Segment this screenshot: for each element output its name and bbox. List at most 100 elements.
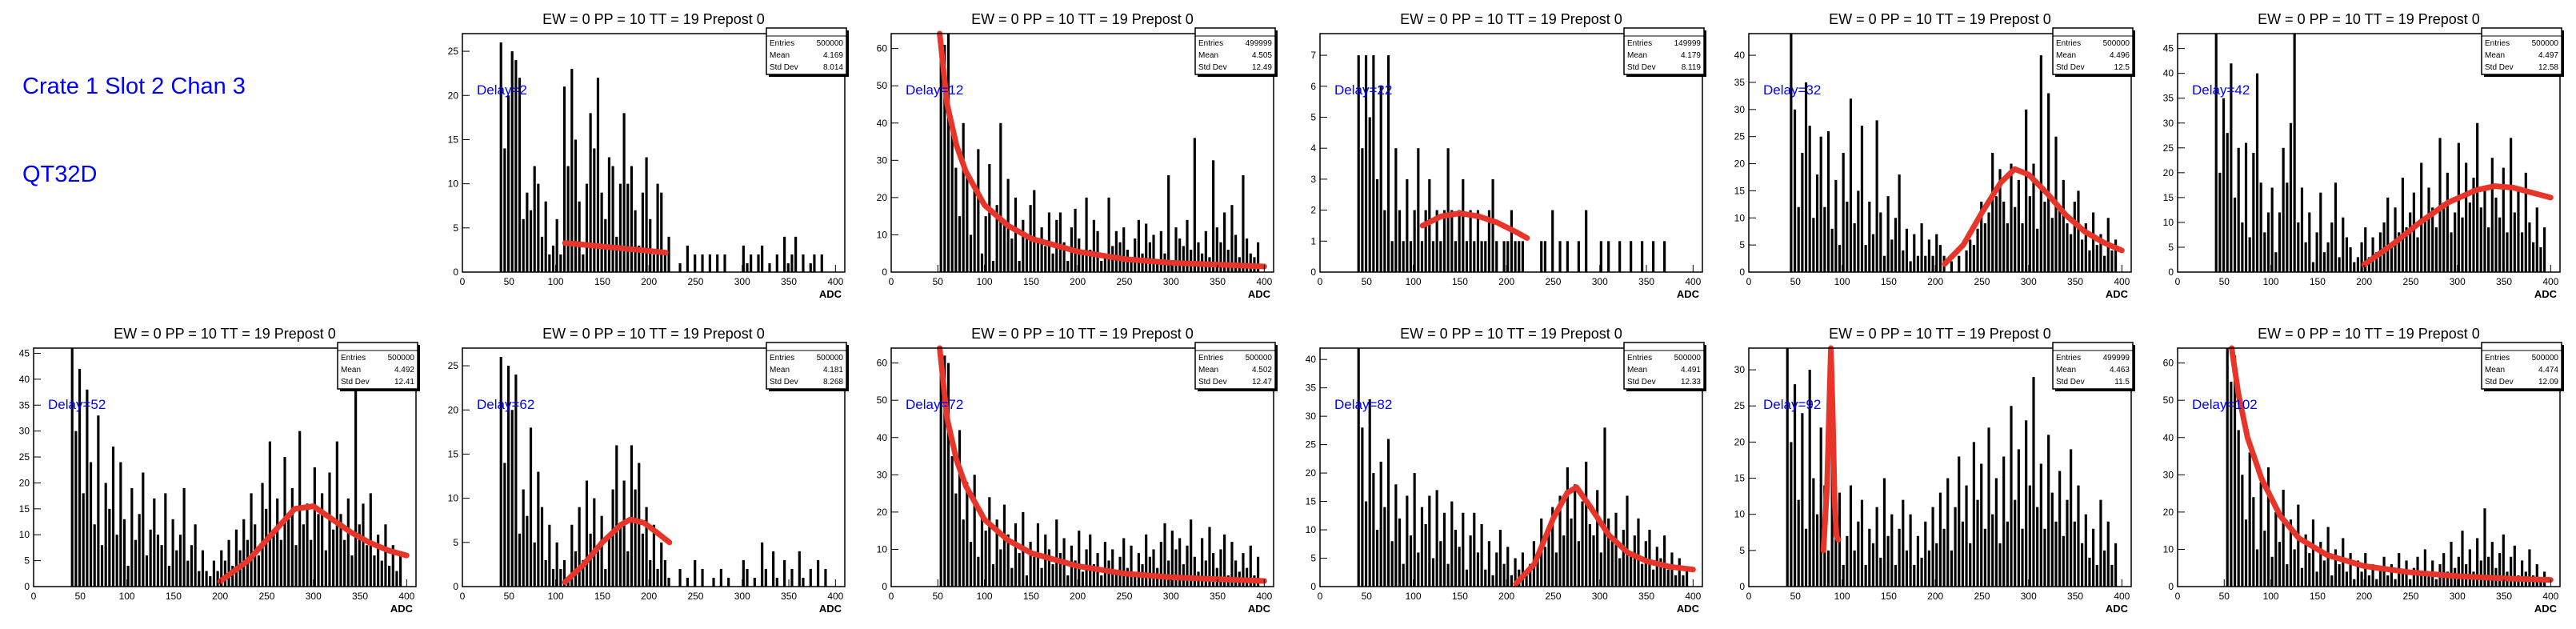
histogram-bar (1450, 501, 1454, 587)
x-tick-label: 150 (1452, 591, 1468, 602)
y-tick-label: 40 (1306, 354, 1317, 365)
stats-value: 500000 (817, 354, 844, 363)
histogram-bar (1987, 212, 1990, 272)
x-tick-label: 150 (2310, 591, 2326, 602)
histogram-bar (2002, 456, 2006, 587)
histogram-bar (1375, 178, 1379, 272)
chart-title: EW = 0 PP = 10 TT = 19 Prepost 0 (1400, 11, 1622, 27)
y-tick-label: 15 (448, 134, 459, 145)
histogram-bar (1585, 461, 1588, 587)
histogram-bar (2423, 217, 2426, 272)
histogram-bar (2237, 147, 2240, 272)
histogram-bar (1641, 241, 1644, 272)
histogram-bar (2070, 449, 2073, 587)
histogram-bar (1029, 542, 1032, 587)
histogram-bar (652, 254, 655, 272)
plot-frame (1748, 33, 2132, 273)
y-tick-label: 50 (877, 395, 888, 406)
histogram-bar (1536, 558, 1539, 587)
histogram-bar (2446, 571, 2449, 587)
stats-label: Std Dev (770, 63, 798, 72)
histogram-bar (1137, 219, 1140, 272)
x-tick-label: 300 (734, 591, 750, 602)
histogram-bar (2073, 201, 2076, 272)
y-tick-label: 10 (877, 543, 888, 555)
histogram-bar (1361, 148, 1364, 272)
histogram-bar (2364, 227, 2367, 272)
histogram-plot: EW = 0 PP = 10 TT = 19 Prepost 00 50 100 15… (877, 326, 1278, 615)
histogram-bar (2524, 172, 2527, 272)
histogram-bar (1010, 238, 1014, 272)
histogram-bar (1506, 241, 1510, 272)
histogram-bar (1521, 552, 1524, 587)
histogram-bar (2050, 218, 2054, 272)
x-tick-label: 150 (1023, 591, 1039, 602)
histogram-bar (1186, 219, 1189, 272)
histogram-bar (1103, 257, 1106, 272)
histogram-bar (1469, 535, 1472, 587)
x-tick-label: 50 (1790, 276, 1802, 287)
stats-value: 8.119 (1682, 63, 1702, 72)
histogram-bars (2226, 348, 2546, 587)
histogram-bar (1458, 547, 1461, 587)
histogram-bar (1868, 201, 1871, 272)
stats-value: 500000 (2103, 39, 2130, 48)
y-tick-label: 10 (2163, 217, 2174, 228)
histogram-bar (1002, 504, 1006, 587)
histogram-bar (1242, 174, 1245, 272)
histogram-bar (1674, 575, 1678, 587)
histogram-bar (641, 192, 645, 272)
histogram-bar (1607, 518, 1610, 587)
histogram-bar (1491, 575, 1494, 587)
histogram-bar (2315, 232, 2318, 272)
histogram-bar (2349, 246, 2352, 272)
histogram-bar (1543, 547, 1546, 587)
histogram-bar (1495, 552, 1498, 587)
histogram-bar (1040, 227, 1043, 272)
histogram-bar (1879, 557, 1882, 587)
histogram-plot: EW = 0 PP = 10 TT = 19 Prepost 00 50 100 15… (448, 326, 849, 615)
histogram-bar (2330, 222, 2334, 272)
histogram-bar (562, 559, 566, 587)
stats-value: 4.463 (2110, 366, 2130, 375)
x-axis-label: ADC (1248, 603, 1271, 615)
histogram-bar (268, 441, 271, 587)
histogram-bar (548, 524, 551, 587)
histogram-bar (2222, 98, 2226, 272)
histogram-bar (2409, 579, 2412, 587)
stats-label: Entries (2485, 354, 2510, 363)
histogram-bar (1965, 250, 1968, 272)
histogram-bar (182, 487, 186, 587)
histogram-bar (1122, 227, 1126, 272)
histogram-bar (2259, 182, 2262, 272)
histogram-bar (2032, 377, 2035, 587)
histogram-bar (350, 555, 354, 587)
histogram-bars (939, 348, 1260, 587)
y-tick-label: 0 (2168, 581, 2174, 592)
x-tick-label: 150 (1452, 276, 1468, 287)
histogram-bar (1223, 212, 1226, 272)
chart-title: EW = 0 PP = 10 TT = 19 Prepost 0 (971, 11, 1194, 27)
histogram-bar (2066, 499, 2069, 587)
histogram-bar (1212, 160, 1215, 272)
y-tick-label: 35 (1734, 77, 1746, 88)
histogram-bar (1092, 219, 1095, 272)
histogram-bar (1379, 461, 1382, 587)
histogram-bar (1793, 109, 1797, 272)
x-tick-label: 250 (1545, 591, 1561, 602)
x-tick-label: 0 (2175, 276, 2181, 287)
histogram-bar (746, 568, 749, 587)
histogram-bar (1804, 528, 1808, 587)
x-tick-label: 300 (2450, 276, 2466, 287)
histogram-bar (2353, 262, 2356, 272)
histogram-bar (2479, 560, 2482, 587)
histogram-bar (559, 568, 562, 587)
y-tick-label: 20 (448, 404, 459, 415)
histogram-bar (966, 171, 969, 272)
histogram-bar (1442, 512, 1446, 587)
histogram-bar (1614, 512, 1618, 587)
y-tick-label: 25 (1734, 400, 1746, 411)
histogram-bar (2371, 237, 2374, 272)
histogram-bar (1786, 348, 1789, 587)
histogram-bar (134, 539, 138, 587)
